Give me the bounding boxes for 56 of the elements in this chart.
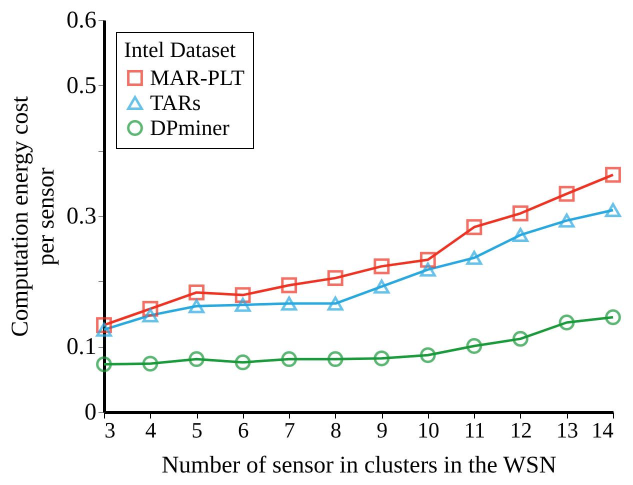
y-axis-title: Computation energy cost per sensor	[8, 96, 60, 337]
y-tick-label: 0.1	[66, 334, 96, 360]
point	[420, 347, 436, 364]
y-tick-label: 0	[84, 400, 96, 426]
point	[512, 205, 528, 222]
point	[234, 354, 251, 370]
x-tick-label: 6	[238, 418, 249, 442]
legend-label: MAR-PLT	[150, 65, 246, 90]
point	[281, 296, 298, 311]
point	[558, 214, 575, 228]
point	[96, 322, 112, 337]
point	[327, 351, 344, 368]
point	[558, 186, 575, 202]
point	[234, 298, 251, 312]
point	[605, 309, 621, 326]
point	[374, 350, 390, 366]
x-tick-label: 11	[464, 418, 486, 442]
point	[512, 330, 528, 347]
point	[281, 277, 298, 294]
legend-label: TARs	[150, 90, 201, 115]
point	[466, 219, 482, 236]
point	[605, 203, 621, 218]
point	[420, 262, 436, 277]
point	[188, 284, 205, 300]
point	[327, 296, 344, 311]
x-tick-label: 5	[192, 418, 203, 442]
point	[512, 228, 528, 242]
point	[96, 356, 112, 372]
point	[327, 270, 344, 286]
point	[281, 351, 298, 368]
point	[558, 314, 575, 330]
x-axis-title: Number of sensor in clusters in the WSN	[162, 452, 556, 478]
x-tick-label: 12	[510, 418, 532, 442]
x-tick-label: 13	[556, 418, 578, 442]
point	[466, 338, 482, 354]
x-tick-label: 9	[376, 418, 388, 442]
x-tick-label: 14	[592, 418, 614, 442]
point	[234, 287, 251, 304]
x-tick-label: 3	[104, 418, 116, 442]
point	[466, 250, 482, 265]
x-tick-label: 10	[417, 418, 440, 442]
y-tick-label: 0.5	[66, 72, 96, 99]
x-tick-label: 7	[284, 418, 296, 442]
y-tick-label: 0.3	[66, 204, 96, 230]
x-tick-label: 8	[330, 418, 342, 442]
point	[188, 351, 205, 368]
point	[188, 299, 205, 314]
point	[374, 280, 390, 294]
x-tick-label: 4	[145, 418, 156, 442]
point	[605, 166, 621, 183]
point	[142, 308, 158, 322]
y-tick-label: 0.6	[66, 8, 96, 34]
point	[374, 258, 390, 274]
point	[142, 356, 158, 372]
legend-title: Intel Dataset	[124, 37, 236, 62]
legend-label: DPminer	[150, 115, 230, 140]
